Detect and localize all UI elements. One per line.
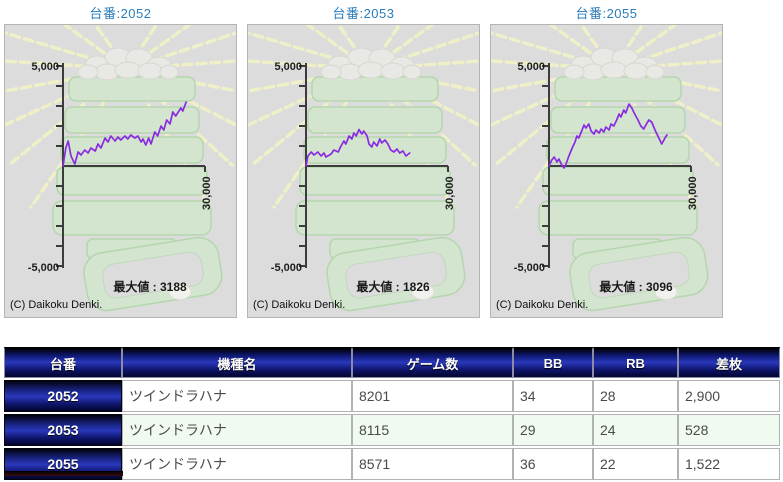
coin-watermark	[168, 284, 192, 300]
bb-count-cell: 29	[513, 414, 593, 446]
slump-graph: 5,000 -5,000 30,000 最大値 : 1826 (C) Daiko…	[246, 23, 481, 312]
y-max-label: 5,000	[517, 61, 545, 73]
results-table-body: 2052 ツインドラハナ 8201 34 28 2,900 2053 ツインドラハナ 8115 2…	[4, 380, 780, 480]
chart-title-2052[interactable]: 台番:2052	[89, 6, 152, 21]
slump-graph-panel: 5,000 -5,000 30,000 最大値 : 1826 (C) Daiko…	[246, 23, 481, 318]
bb-count-cell: 36	[513, 448, 593, 480]
results-table: 台番 機種名 ゲーム数 BB RB 差枚 2052 ツインドラハナ 8201 34 28 2,900…	[4, 345, 780, 482]
dai-number-cell: 2053	[4, 414, 122, 446]
column-header: 差枚	[678, 347, 780, 378]
y-max-label: 5,000	[31, 61, 59, 73]
chart-title-2053[interactable]: 台番:2053	[332, 6, 395, 21]
column-header: 台番	[4, 347, 122, 378]
game-count-cell: 8115	[352, 414, 513, 446]
x-end-label: 30,000	[201, 176, 213, 210]
copyright-label: (C) Daikoku Denki.	[253, 299, 345, 311]
y-min-label: -5,000	[28, 262, 59, 274]
partial-next-row	[4, 471, 123, 476]
slump-line	[548, 103, 668, 169]
slump-line	[305, 128, 411, 167]
slump-graph: 5,000 -5,000 30,000 最大値 : 3096 (C) Daiko…	[489, 23, 724, 312]
copyright-label: (C) Daikoku Denki.	[10, 299, 102, 311]
slump-graph-panel: 5,000 -5,000 30,000 最大値 : 3096 (C) Daiko…	[489, 23, 724, 318]
diff-medals-cell: 1,522	[678, 448, 780, 480]
y-max-label: 5,000	[274, 61, 302, 73]
rb-count-cell: 24	[593, 414, 678, 446]
model-name-cell: ツインドラハナ	[122, 380, 352, 412]
diff-medals-cell: 2,900	[678, 380, 780, 412]
rb-count-cell: 22	[593, 448, 678, 480]
column-header: BB	[513, 347, 593, 378]
slump-line	[62, 101, 187, 167]
game-count-cell: 8571	[352, 448, 513, 480]
model-name-cell: ツインドラハナ	[122, 448, 352, 480]
y-min-label: -5,000	[514, 262, 545, 274]
column-header: ゲーム数	[352, 347, 513, 378]
dai-number-cell: 2052	[4, 380, 122, 412]
chart-title-2055[interactable]: 台番:2055	[575, 6, 638, 21]
copyright-label: (C) Daikoku Denki.	[496, 299, 588, 311]
coin-watermark	[654, 284, 678, 300]
game-count-cell: 8201	[352, 380, 513, 412]
coin-watermark	[411, 284, 435, 300]
x-end-label: 30,000	[444, 176, 456, 210]
table-row: 2052 ツインドラハナ 8201 34 28 2,900	[4, 380, 780, 412]
table-row: 2053 ツインドラハナ 8115 29 24 528	[4, 414, 780, 446]
slump-graph-panel: 5,000 -5,000 30,000 最大値 : 3188 (C) Daiko…	[3, 23, 238, 318]
max-value-label: 最大値 : 3188	[113, 279, 187, 294]
slump-graph: 5,000 -5,000 30,000 最大値 : 3188 (C) Daiko…	[3, 23, 238, 312]
column-header: RB	[593, 347, 678, 378]
rb-count-cell: 28	[593, 380, 678, 412]
x-end-label: 30,000	[687, 176, 699, 210]
max-value-label: 最大値 : 1826	[356, 279, 430, 294]
machine-watermark	[489, 23, 724, 312]
model-name-cell: ツインドラハナ	[122, 414, 352, 446]
bb-count-cell: 34	[513, 380, 593, 412]
machine-watermark	[3, 23, 238, 312]
results-table-head-row: 台番 機種名 ゲーム数 BB RB 差枚	[4, 347, 780, 378]
diff-medals-cell: 528	[678, 414, 780, 446]
y-min-label: -5,000	[271, 262, 302, 274]
column-header: 機種名	[122, 347, 352, 378]
max-value-label: 最大値 : 3096	[599, 279, 673, 294]
